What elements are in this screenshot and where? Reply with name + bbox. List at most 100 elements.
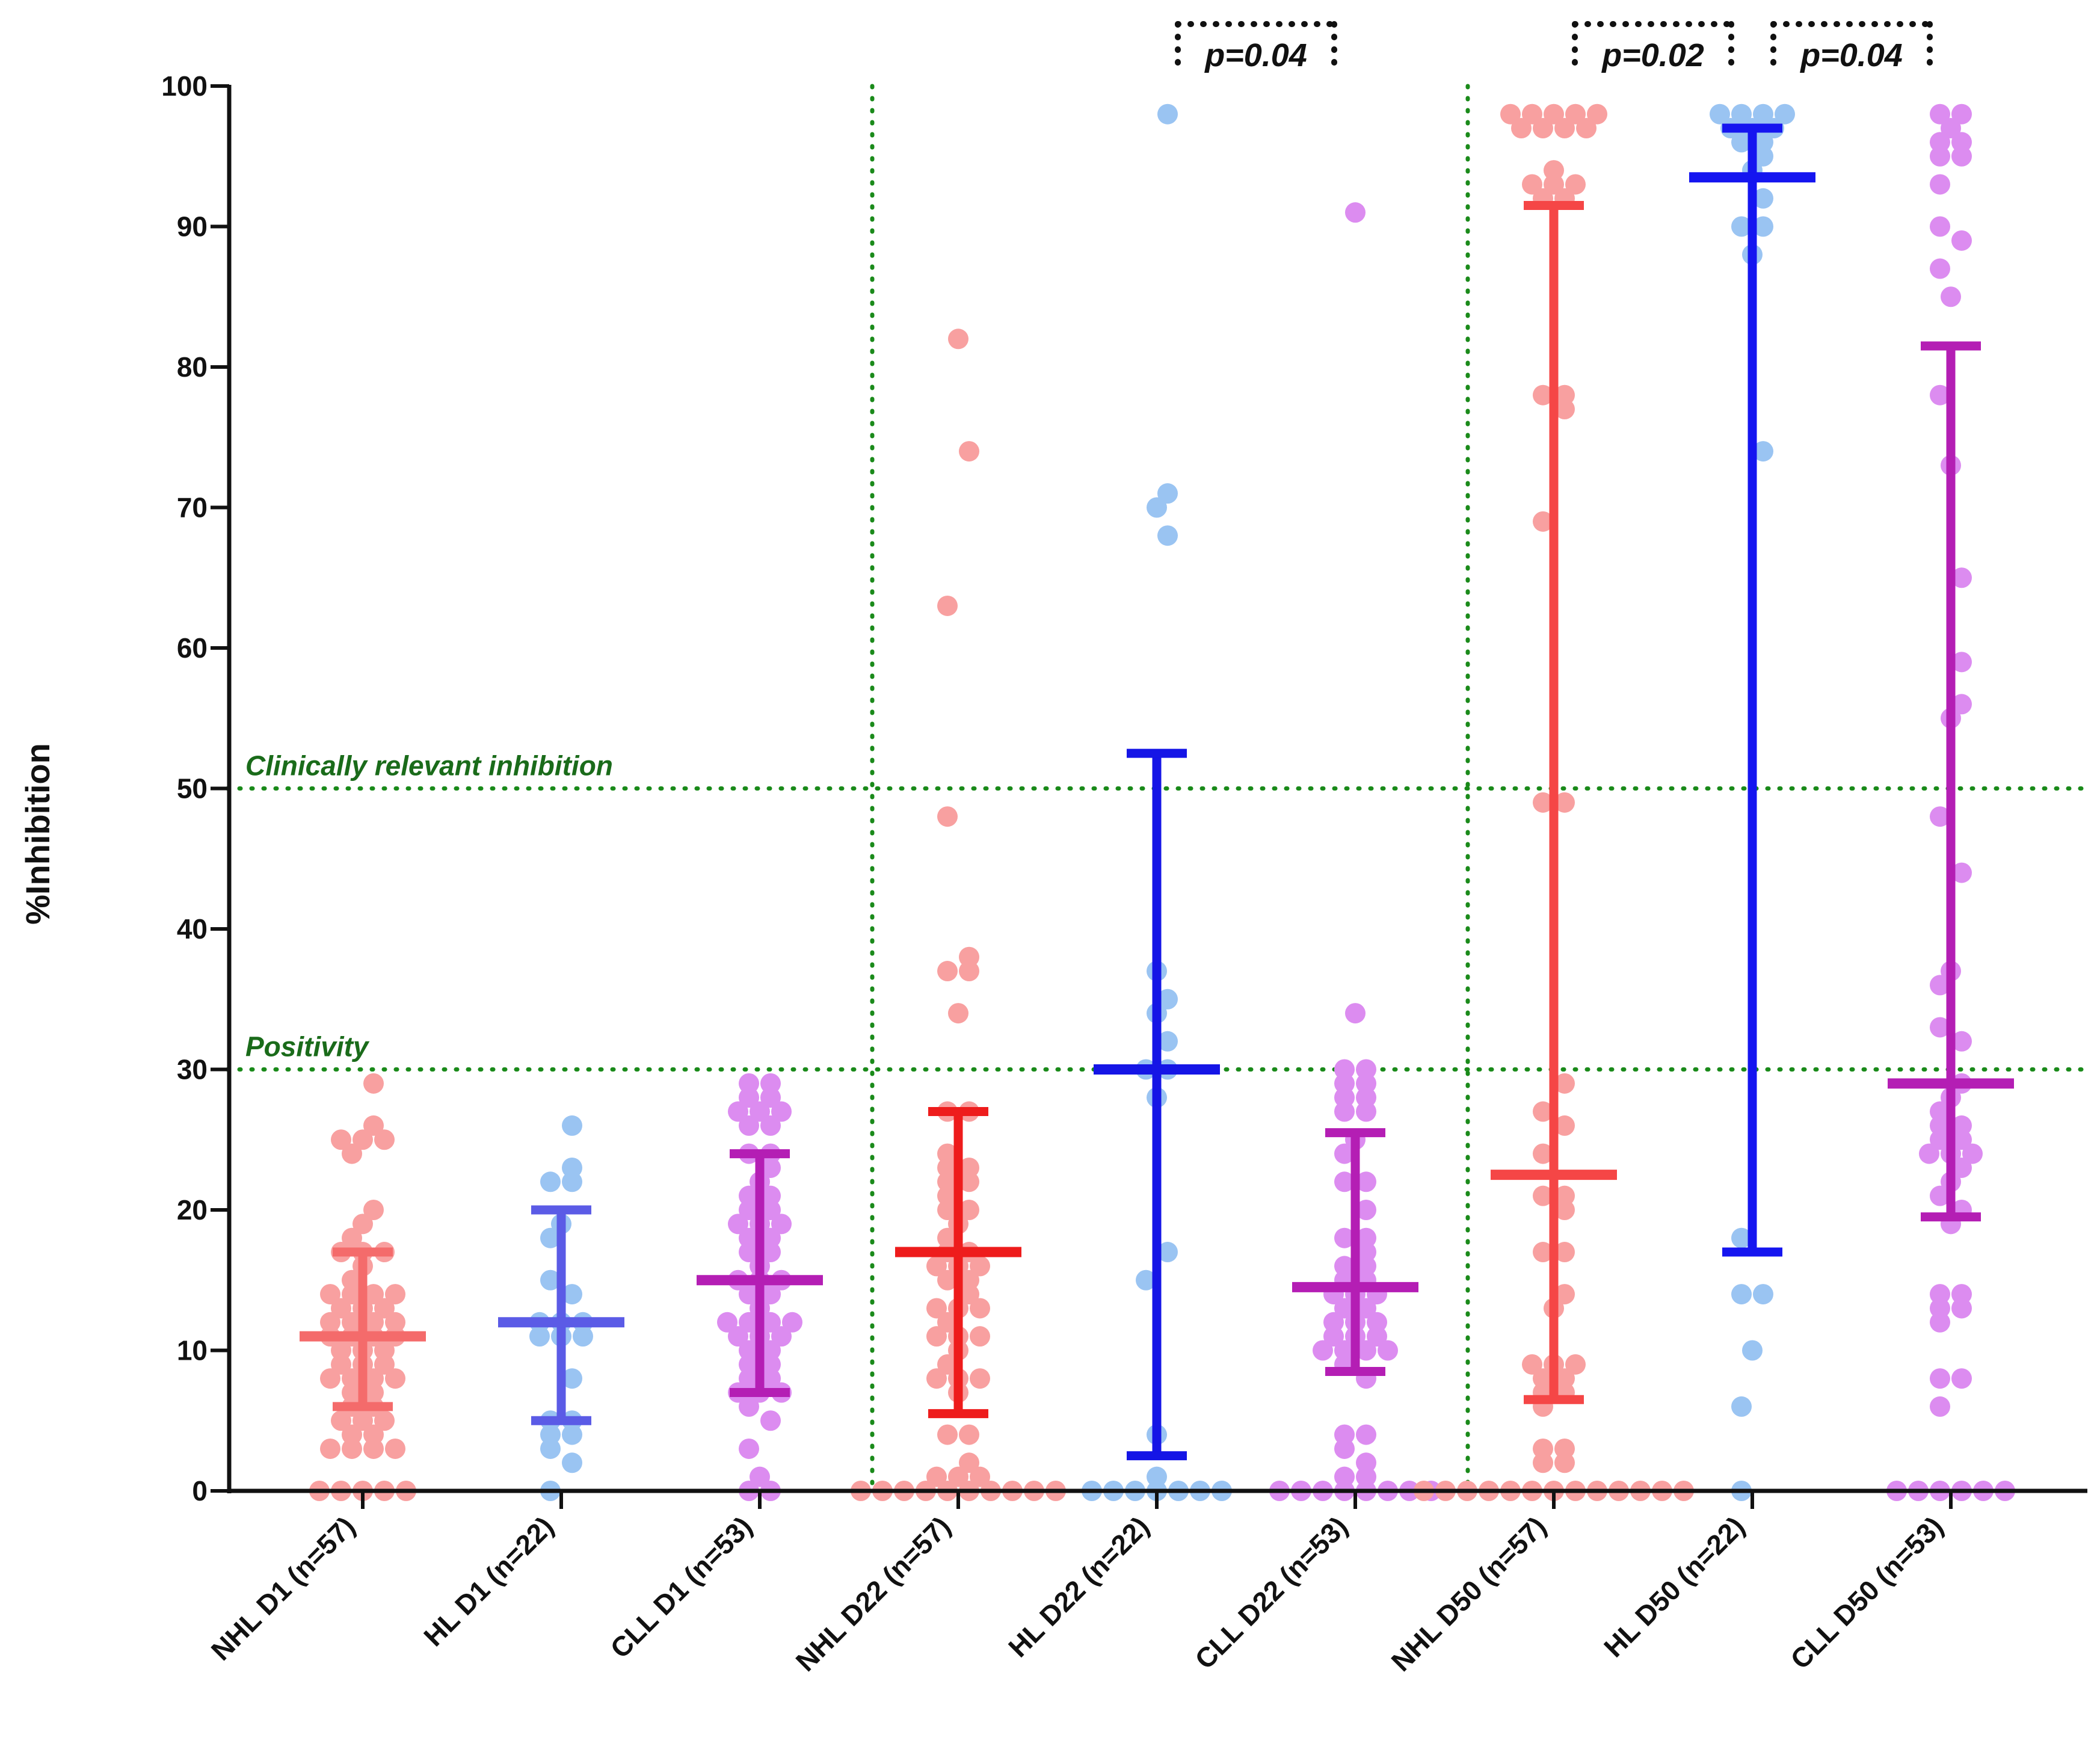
category-label: NHL D1 (n=57) [205,1510,361,1666]
data-point [760,1284,781,1305]
data-point [1554,1452,1575,1473]
data-point [1147,497,1167,518]
data-point [331,1410,351,1431]
data-point [1930,1129,1950,1150]
data-point [1367,1312,1387,1333]
p-value-label: p=0.04 [1204,37,1307,73]
data-point [760,1157,781,1178]
data-point [937,961,958,982]
data-point [937,595,958,616]
data-point [342,1368,362,1389]
data-point [948,1466,968,1487]
data-point [959,961,979,982]
data-point [1522,103,1542,125]
data-point [1941,118,1961,139]
data-point [937,1171,958,1192]
data-point [937,806,958,827]
data-point [1962,1143,1983,1164]
data-point [1157,483,1178,504]
data-point [1334,1059,1355,1080]
data-point [739,1087,759,1108]
category-label: CLL D50 (n=53) [1784,1510,1949,1675]
data-point [562,1171,582,1192]
data-point [1753,216,1773,237]
data-point [728,1326,748,1347]
data-point [1533,1101,1553,1122]
data-point [1554,1185,1575,1206]
data-point [342,1269,362,1291]
y-tick-label: 40 [177,913,208,945]
data-point [970,1256,990,1277]
category-label: HL D1 (n=22) [417,1510,559,1652]
data-point [562,1157,582,1178]
data-point [739,1312,759,1333]
data-point [948,1003,968,1024]
data-point [937,1227,958,1248]
data-point [1951,230,1972,251]
data-point [1951,1129,1972,1150]
data-point [320,1284,340,1305]
data-point [1710,103,1730,125]
data-point [1930,1101,1950,1122]
data-point [363,1312,384,1333]
data-point [342,1284,362,1305]
data-point [739,1438,759,1459]
data-point [1576,118,1597,139]
data-point [1356,1200,1376,1220]
data-point [1533,1143,1553,1164]
axes-layer [211,84,2087,1509]
data-point [1334,1256,1355,1277]
data-point [1951,1157,1972,1178]
data-point [959,946,979,967]
data-point [540,1269,561,1291]
data-point [926,1256,947,1277]
data-point [739,1284,759,1305]
data-point [760,1115,781,1136]
data-point [1533,1368,1553,1389]
y-tick-label: 90 [177,211,208,242]
data-point [760,1312,781,1333]
data-point [1323,1326,1344,1347]
data-point [385,1284,405,1305]
data-point [363,1368,384,1389]
data-point [374,1298,395,1319]
data-point [750,1101,770,1122]
data-point [1930,1284,1950,1305]
data-point [1930,975,1950,996]
data-point [1951,1368,1972,1389]
category-label: HL D50 (n=22) [1598,1510,1751,1663]
data-point [1157,989,1178,1010]
data-point [1544,174,1564,195]
data-point [331,1298,351,1319]
data-point [1533,511,1553,532]
data-point [1345,1003,1366,1024]
data-point [562,1368,582,1389]
data-point [1554,399,1575,420]
data-point [970,1326,990,1347]
data-point [760,1200,781,1220]
data-point [782,1312,802,1333]
data-point [937,1269,958,1291]
data-point [1334,1227,1355,1248]
data-point [760,1087,781,1108]
data-point [385,1312,405,1333]
data-point [926,1326,947,1347]
data-point [1919,1143,1939,1164]
data-point [1356,1242,1376,1263]
data-point [970,1466,990,1487]
data-point [1554,118,1575,139]
data-point [1356,1466,1376,1487]
data-point [529,1326,550,1347]
error-bars-layer [300,123,2014,1461]
data-point [331,1354,351,1375]
data-point [739,1340,759,1361]
data-point [1554,384,1575,406]
data-point [1731,103,1752,125]
y-tick-label: 100 [161,70,208,102]
data-point [1753,146,1773,167]
data-point [1313,1340,1333,1361]
data-point [926,1368,947,1389]
data-point [1930,1396,1950,1417]
data-point [1500,103,1521,125]
data-point [728,1101,748,1122]
